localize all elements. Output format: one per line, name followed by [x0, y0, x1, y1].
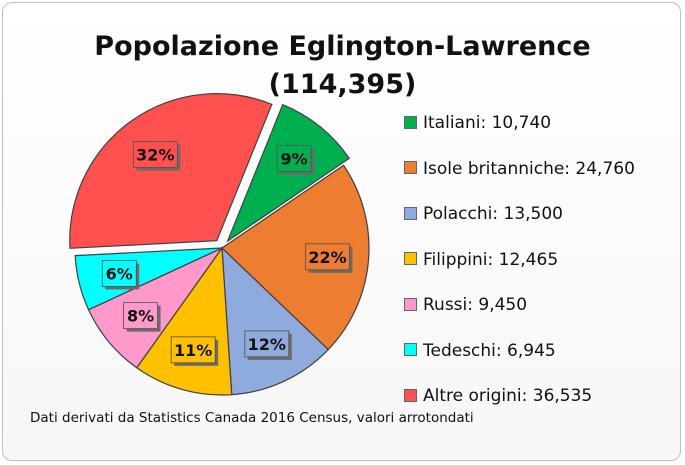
data-label-box — [101, 260, 137, 287]
chart-title-block: Popolazione Eglington-Lawrence (114,395) — [0, 28, 685, 104]
legend-item-polacchi: Polacchi: 13,500 — [404, 203, 563, 225]
data-label-text: 22% — [308, 248, 346, 267]
legend-item-russi: Russi: 9,450 — [404, 294, 527, 316]
legend-swatch — [404, 388, 417, 402]
chart-title: Popolazione Eglington-Lawrence — [94, 31, 591, 62]
legend-item-italiani: Italiani: 10,740 — [404, 112, 551, 134]
pie-slices — [69, 93, 370, 396]
data-label-polacchi: 12% — [244, 330, 292, 360]
legend-swatch — [404, 161, 417, 174]
legend-item-filippini: Filippini: 12,465 — [404, 249, 558, 271]
legend-label: Filippini: 12,465 — [423, 249, 559, 270]
legend-item-altre-origini: Altre origini: 36,535 — [404, 385, 592, 407]
legend-swatch — [404, 343, 417, 356]
legend-label: Isole britanniche: 24,760 — [423, 158, 635, 179]
legend-label: Tedeschi: 6,945 — [423, 340, 556, 361]
data-label-box — [170, 336, 216, 364]
legend-swatch — [404, 206, 417, 220]
data-label-box — [305, 243, 350, 271]
data-label-box — [244, 330, 290, 358]
data-label-text: 32% — [136, 145, 174, 164]
pie-slice-altre-origini — [69, 93, 273, 249]
data-label-box — [132, 141, 178, 168]
legend-label: Italiani: 10,740 — [423, 113, 552, 133]
legend-label: Altre origini: 36,535 — [423, 386, 593, 406]
legend-swatch — [404, 297, 417, 311]
data-label-russi: 8% — [123, 302, 161, 332]
data-label-text: 6% — [106, 264, 133, 283]
legend-label: Russi: 9,450 — [423, 295, 528, 315]
pie-slice-isole-britanniche — [221, 164, 370, 351]
legend-item-isole-britanniche: Isole britanniche: 24,760 — [404, 158, 635, 180]
legend-swatch — [404, 115, 417, 129]
data-label-text: 8% — [127, 307, 154, 326]
data-label-text: 11% — [174, 341, 212, 360]
data-label-isole-britanniche: 22% — [305, 243, 353, 273]
chart-subtitle: (114,395) — [268, 69, 417, 100]
legend-swatch — [404, 252, 417, 265]
source-footnote: Dati derivati da Statistics Canada 2016 … — [30, 410, 474, 426]
data-label-text: 12% — [248, 335, 286, 354]
data-label-italiani: 9% — [276, 145, 315, 175]
data-label-altre-origini: 32% — [132, 141, 181, 171]
data-label-text: 9% — [281, 150, 308, 169]
data-label-filippini: 11% — [170, 336, 219, 366]
legend-label: Polacchi: 13,500 — [423, 204, 563, 224]
pie-data-labels: 9% 22% 12% 11% 8% 6% 32% — [101, 141, 353, 366]
data-label-tedeschi: 6% — [101, 260, 140, 290]
data-label-box — [276, 145, 312, 173]
legend-item-tedeschi: Tedeschi: 6,945 — [404, 340, 556, 362]
data-label-box — [123, 302, 158, 330]
